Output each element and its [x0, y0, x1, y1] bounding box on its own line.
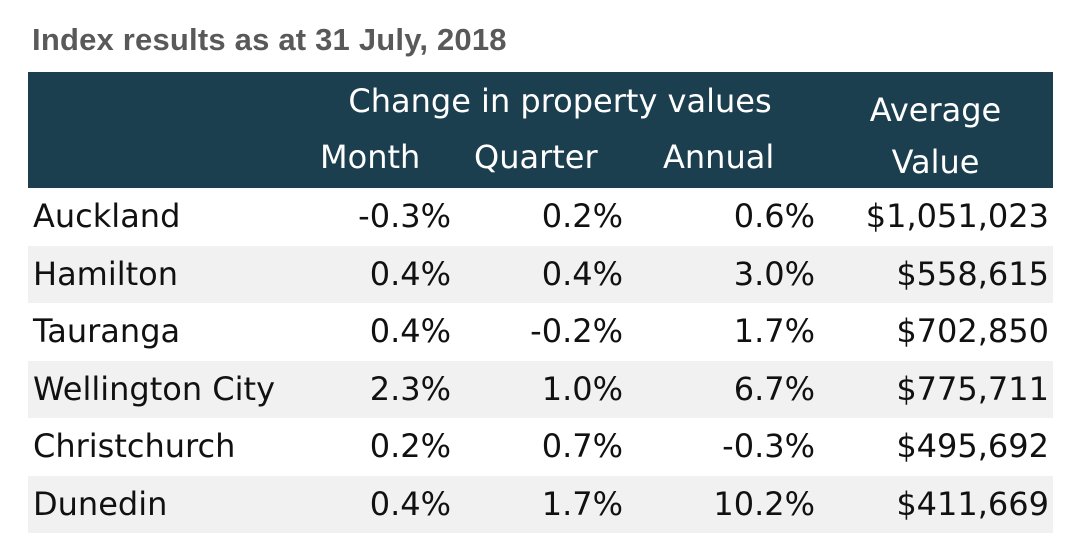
cell-month: 0.4%	[369, 312, 451, 350]
cell-average-value: $411,669	[896, 484, 1049, 523]
cell-quarter: 0.7%	[541, 427, 623, 465]
cell-month: 0.4%	[369, 484, 451, 523]
cell-quarter: -0.2%	[530, 312, 623, 350]
cell-quarter: 1.7%	[541, 484, 623, 523]
header-average-value: Average Value	[828, 84, 1043, 188]
header-group-change-in-property-values: Change in property values	[348, 82, 772, 120]
table-title: Index results as at 31 July, 2018	[32, 22, 507, 57]
cell-annual: 0.6%	[733, 197, 815, 235]
cell-city: Auckland	[33, 197, 181, 235]
cell-month: 0.4%	[369, 254, 451, 293]
cell-quarter: 0.2%	[541, 197, 623, 235]
cell-city: Tauranga	[33, 312, 181, 350]
cell-annual: 1.7%	[733, 312, 815, 350]
cell-month: 0.2%	[369, 427, 451, 465]
table-row-hamilton: Hamilton 0.4% 0.4% 3.0% $558,615	[28, 245, 1053, 303]
cell-city: Wellington City	[33, 369, 276, 408]
cell-city: Dunedin	[33, 484, 168, 523]
table-row-auckland: Auckland -0.3% 0.2% 0.6% $1,051,023	[28, 188, 1053, 246]
cell-annual: 3.0%	[733, 254, 815, 293]
table-row-christchurch: Christchurch 0.2% 0.7% -0.3% $495,692	[28, 418, 1053, 476]
cell-annual: 6.7%	[733, 369, 815, 408]
table-row-dunedin: Dunedin 0.4% 1.7% 10.2% $411,669	[28, 475, 1053, 533]
cell-annual: -0.3%	[722, 427, 815, 465]
header-average-line-1: Average	[869, 91, 1002, 129]
table-header: Change in property values Month Quarter …	[28, 72, 1053, 188]
cell-month: 2.3%	[369, 369, 451, 408]
cell-average-value: $1,051,023	[865, 197, 1049, 235]
cell-average-value: $702,850	[896, 312, 1049, 350]
cell-average-value: $558,615	[896, 254, 1049, 293]
header-average-line-2: Value	[891, 143, 980, 181]
cell-city: Christchurch	[33, 427, 236, 465]
header-month: Month	[320, 138, 421, 176]
index-results-table: Change in property values Month Quarter …	[28, 72, 1053, 533]
table-row-wellington-city: Wellington City 2.3% 1.0% 6.7% $775,711	[28, 360, 1053, 418]
cell-annual: 10.2%	[713, 484, 815, 523]
cell-quarter: 1.0%	[541, 369, 623, 408]
cell-quarter: 0.4%	[541, 254, 623, 293]
table-row-tauranga: Tauranga 0.4% -0.2% 1.7% $702,850	[28, 303, 1053, 361]
cell-average-value: $775,711	[896, 369, 1049, 408]
header-quarter: Quarter	[474, 138, 598, 176]
cell-average-value: $495,692	[896, 427, 1049, 465]
header-annual: Annual	[663, 138, 775, 176]
cell-city: Hamilton	[33, 254, 179, 293]
cell-month: -0.3%	[358, 197, 451, 235]
